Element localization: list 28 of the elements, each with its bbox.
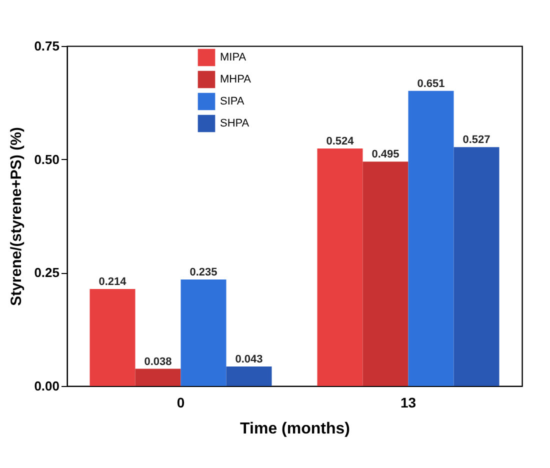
y-tick-label: 0.50: [34, 152, 60, 167]
legend-label: MIPA: [220, 52, 247, 64]
bar: [362, 162, 408, 386]
y-tick-label: 0.00: [34, 378, 60, 394]
data-label: 0.043: [235, 354, 263, 366]
legend-label: SHPA: [220, 118, 250, 130]
legend-label: SIPA: [220, 96, 245, 108]
x-tick-label: 13: [400, 394, 416, 410]
bar: [135, 368, 181, 386]
legend-label: MHPA: [220, 74, 252, 86]
y-tick-label: 0.75: [34, 38, 60, 54]
x-axis-title: Time (months): [240, 420, 350, 438]
data-label: 0.651: [417, 78, 445, 90]
y-axis-title: Styrene/(styrene+PS) (%): [8, 127, 26, 306]
bar: [317, 148, 363, 386]
bar: [408, 90, 454, 386]
x-tick-label: 0: [176, 394, 185, 410]
data-label: 0.524: [326, 135, 355, 148]
data-label: 0.038: [144, 356, 172, 368]
bar: [226, 366, 272, 386]
data-label: 0.235: [190, 266, 218, 278]
bar: [180, 279, 226, 386]
data-label: 0.527: [462, 134, 490, 146]
bar: [454, 147, 500, 386]
bar: [90, 288, 136, 386]
data-label: 0.214: [98, 276, 128, 288]
data-label: 0.495: [372, 148, 400, 161]
y-tick-label: 0.25: [34, 265, 60, 280]
